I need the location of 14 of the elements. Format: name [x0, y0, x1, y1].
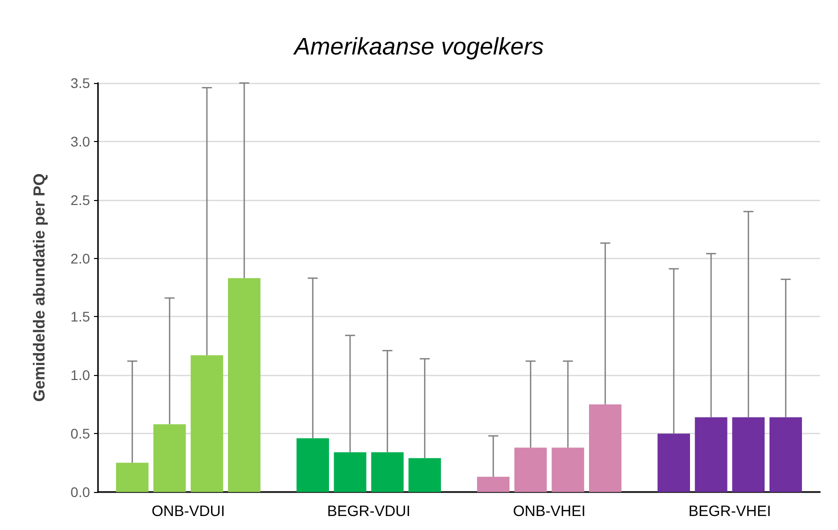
- y-tick-label: 3.0: [70, 133, 90, 150]
- y-tick-label: 0.0: [70, 484, 90, 500]
- y-tick-label: 1.5: [70, 308, 90, 325]
- y-tick-label: 2.5: [70, 192, 90, 208]
- chart-title: Amerikaanse vogelkers: [292, 34, 544, 60]
- y-tick-label: 2.0: [70, 250, 90, 266]
- y-tick-label: 0.5: [70, 426, 90, 442]
- y-axis-title: Gemiddelde abundatie per PQ: [32, 173, 48, 402]
- x-tick-label: ONB-VHEI: [512, 503, 586, 520]
- x-tick-label: BEGR-VHEI: [688, 503, 772, 520]
- y-tick-label: 1.0: [70, 367, 90, 384]
- y-tick-label: 3.5: [70, 75, 90, 91]
- x-tick-label: BEGR-VDUI: [327, 503, 410, 520]
- x-tick-label: ONB-VDUI: [152, 503, 225, 520]
